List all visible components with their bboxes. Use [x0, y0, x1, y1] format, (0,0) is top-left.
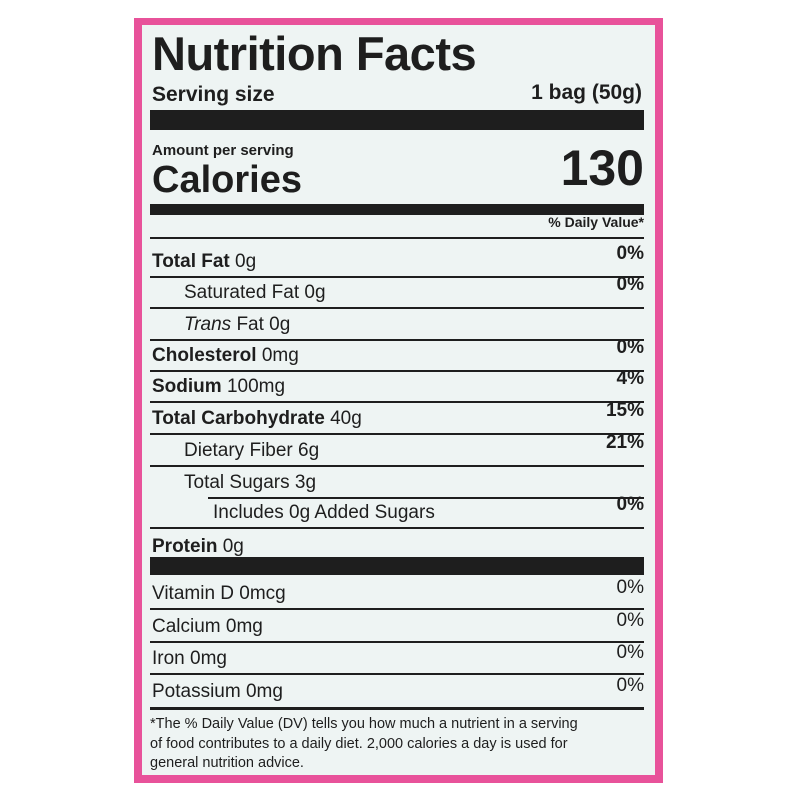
nutrient-row: Trans Fat 0g	[184, 315, 290, 334]
thick-rule	[150, 110, 644, 130]
nutrient-amount: 3g	[294, 472, 317, 493]
rule	[150, 370, 644, 372]
nutrient-amount: 40g	[330, 408, 362, 429]
footnote-line: general nutrition advice.	[150, 755, 304, 771]
rule	[208, 497, 644, 499]
nutrient-row: Cholesterol 0mg	[152, 346, 299, 365]
rule	[150, 673, 644, 675]
amount-per-serving: Amount per serving	[152, 142, 294, 159]
title: Nutrition Facts	[152, 27, 477, 80]
serving-size-value: 1 bag (50g)	[531, 81, 642, 104]
rule	[150, 401, 644, 403]
nutrient-name: Total Fat	[152, 251, 230, 272]
nutrient-name: Protein	[152, 536, 218, 557]
daily-value: 21%	[605, 432, 644, 453]
calories-value: 130	[560, 140, 644, 196]
daily-value: 0%	[616, 494, 644, 515]
rule	[150, 707, 644, 710]
daily-value: 4%	[616, 368, 644, 389]
rule	[150, 527, 644, 529]
nutrient-name: Total Sugars	[184, 472, 290, 493]
vitamin-name: Calcium 0mg	[152, 615, 263, 637]
rule	[150, 465, 644, 467]
rule	[150, 339, 644, 341]
rule	[150, 433, 644, 435]
nutrient-name: Trans	[184, 314, 232, 335]
thick-rule	[150, 557, 644, 575]
rule	[150, 307, 644, 309]
daily-value: 15%	[605, 400, 644, 421]
nutrient-name: Saturated Fat	[184, 282, 300, 303]
nutrient-amount: Fat 0g	[236, 314, 291, 335]
footnote-line: of food contributes to a daily diet. 2,0…	[150, 735, 568, 752]
footnote-line: *The % Daily Value (DV) tells you how mu…	[150, 716, 578, 732]
nutrient-amount: 100mg	[226, 376, 286, 397]
nutrient-row: Saturated Fat 0g	[184, 283, 326, 302]
daily-value: 0%	[616, 337, 644, 358]
vitamin-name: Iron 0mg	[152, 648, 227, 669]
nutrient-name: Sodium	[152, 376, 222, 397]
nutrient-row: Protein 0g	[152, 537, 244, 556]
nutrient-amount: 0g	[222, 536, 244, 557]
nutrient-amount: 6g	[298, 440, 320, 461]
rule	[150, 276, 644, 278]
nutrient-row: Total Fat 0g	[152, 252, 256, 271]
serving-size-label: Serving size	[152, 83, 275, 106]
vitamin-dv: 0%	[616, 674, 644, 696]
rule	[150, 640, 644, 643]
nutrient-row: Total Carbohydrate 40g	[152, 409, 362, 428]
nutrient-name: Cholesterol	[152, 345, 257, 366]
vitamin-dv: 0%	[616, 642, 644, 663]
nutrient-name: Includes 0g Added Sugars	[213, 502, 435, 523]
calories-label: Calories	[152, 159, 302, 201]
nutrient-amount: 0g	[235, 251, 257, 272]
nutrient-name: Total Carbohydrate	[152, 408, 325, 429]
nutrient-name: Dietary Fiber	[184, 440, 293, 461]
nutrient-row: Includes 0g Added Sugars	[213, 503, 435, 522]
rule	[150, 608, 644, 610]
medium-rule	[150, 204, 644, 215]
daily-value-header: % Daily Value*	[548, 214, 644, 230]
vitamin-dv: 0%	[616, 577, 644, 598]
nutrient-amount: 0mg	[261, 345, 299, 366]
nutrition-label	[142, 25, 655, 775]
vitamin-name: Vitamin D 0mcg	[152, 583, 286, 604]
rule	[150, 237, 644, 239]
vitamin-dv: 0%	[616, 609, 644, 631]
vitamin-name: Potassium 0mg	[152, 680, 283, 702]
nutrient-row: Total Sugars 3g	[184, 473, 316, 492]
nutrient-row: Dietary Fiber 6g	[184, 441, 319, 460]
daily-value: 0%	[616, 243, 644, 264]
nutrient-row: Sodium 100mg	[152, 377, 285, 396]
daily-value: 0%	[616, 274, 644, 295]
nutrient-amount: 0g	[304, 282, 326, 303]
